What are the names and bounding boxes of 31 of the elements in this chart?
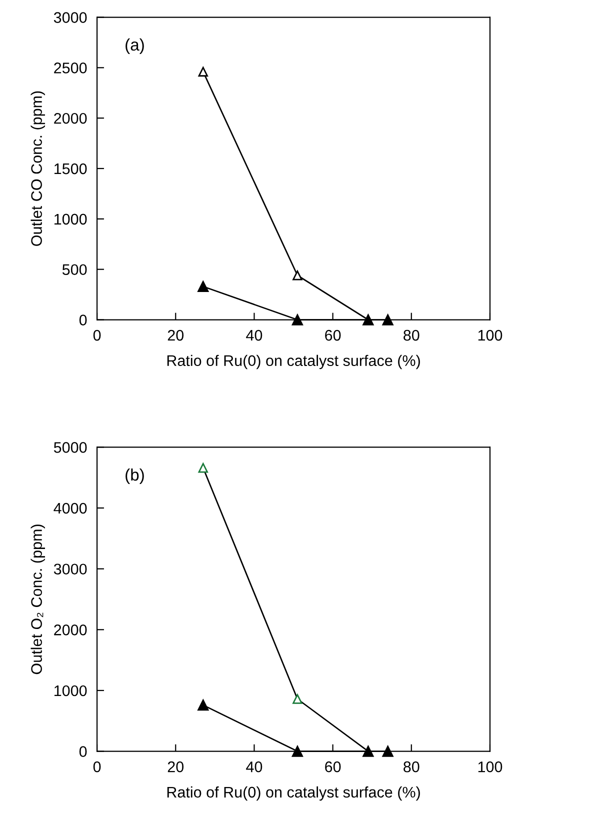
y-axis-title: Outlet O₂ Conc. (ppm) bbox=[30, 524, 45, 674]
x-tick-label: 20 bbox=[168, 330, 184, 341]
x-tick-label: 100 bbox=[478, 761, 502, 772]
x-tick-label: 60 bbox=[325, 761, 341, 772]
y-tick-label: 0 bbox=[79, 314, 87, 326]
x-tick-label: 80 bbox=[404, 330, 420, 341]
y-tick-label: 1500 bbox=[54, 163, 87, 174]
y-tick-label: 500 bbox=[62, 264, 87, 276]
x-tick-label: 80 bbox=[404, 761, 420, 772]
x-tick-label: 40 bbox=[246, 330, 262, 341]
y-axis-title: Outlet CO Conc. (ppm) bbox=[30, 91, 45, 246]
x-axis-title: Ratio of Ru(0) on catalyst surface (%) bbox=[167, 354, 420, 370]
x-tick-label: 0 bbox=[93, 761, 101, 772]
y-tick-label: 2000 bbox=[54, 624, 87, 636]
y-tick-label: 2000 bbox=[54, 112, 87, 124]
y-tick-label: 0 bbox=[79, 746, 87, 757]
y-tick-label: 3000 bbox=[54, 12, 87, 23]
x-tick-label: 0 bbox=[93, 330, 101, 341]
y-tick-label: 2500 bbox=[54, 62, 87, 74]
annotation: (a) bbox=[126, 38, 144, 54]
y-tick-label: 5000 bbox=[54, 442, 87, 453]
x-axis-title: Ratio of Ru(0) on catalyst surface (%) bbox=[167, 786, 420, 801]
annotation: (b) bbox=[126, 468, 144, 484]
y-tick-label: 1000 bbox=[54, 214, 87, 225]
x-tick-label: 100 bbox=[478, 330, 502, 341]
x-tick-label: 40 bbox=[246, 761, 262, 772]
x-tick-label: 60 bbox=[325, 330, 341, 341]
y-tick-label: 3000 bbox=[54, 564, 87, 575]
y-tick-label: 4000 bbox=[54, 502, 87, 514]
y-tick-label: 1000 bbox=[54, 685, 87, 696]
x-tick-label: 20 bbox=[168, 761, 184, 772]
